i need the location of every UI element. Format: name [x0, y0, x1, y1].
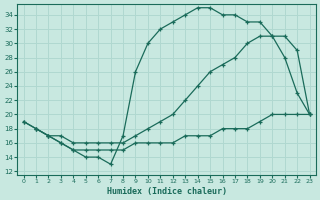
X-axis label: Humidex (Indice chaleur): Humidex (Indice chaleur): [107, 187, 227, 196]
